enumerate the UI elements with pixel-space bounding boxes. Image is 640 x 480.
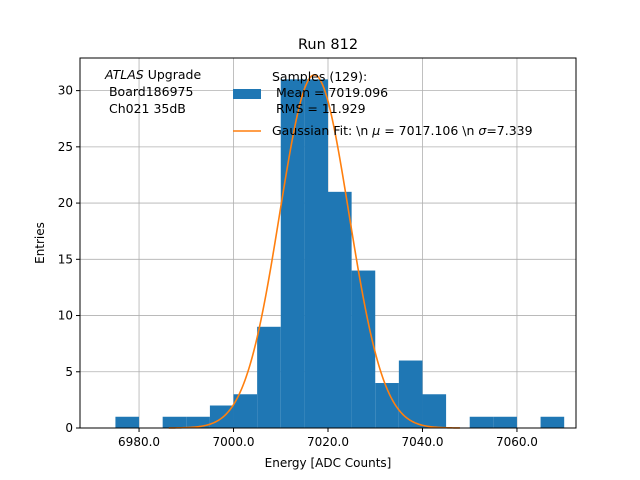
y-axis-ticks: 0 5 10 15 20 25 30 xyxy=(58,84,80,435)
histogram-bar xyxy=(351,270,376,428)
legend-fit-prefix: Gaussian Fit: \n xyxy=(272,123,372,138)
x-tick-label: 7060.0 xyxy=(496,435,538,449)
histogram-bar xyxy=(422,394,447,428)
histogram-bar xyxy=(115,416,140,428)
y-tick-label: 5 xyxy=(65,365,73,379)
legend-fit-sigma: σ xyxy=(478,123,487,138)
y-tick-label: 10 xyxy=(58,309,73,323)
histogram-bar xyxy=(257,326,281,428)
histogram-bar xyxy=(328,191,352,428)
legend-hist-line-1: Samples (129): xyxy=(272,69,367,84)
atlas-annotation: ATLAS Upgrade Board186975 Ch021 35dB xyxy=(104,67,201,116)
legend-fit-mu: μ xyxy=(371,123,380,138)
legend-fit-suffix: =7.339 xyxy=(486,123,532,138)
legend-fit-mid: = 7017.106 \n xyxy=(380,123,478,138)
chart-title: Run 812 xyxy=(298,37,358,53)
board-label: Board186975 xyxy=(105,84,193,99)
channel-label: Ch021 35dB xyxy=(105,101,186,116)
x-tick-label: 7040.0 xyxy=(401,435,443,449)
histogram-bar xyxy=(540,416,565,428)
histogram-bar xyxy=(304,79,328,428)
histogram-bar xyxy=(398,360,423,428)
x-axis-label: Energy [ADC Counts] xyxy=(265,456,392,470)
histogram-bar xyxy=(493,416,517,428)
legend: Samples (129): Mean = 7019.096 RMS = 11.… xyxy=(233,69,533,138)
histogram-bar xyxy=(375,383,399,428)
legend-hist-swatch xyxy=(233,89,261,99)
atlas-label: ATLAS xyxy=(104,67,144,82)
histogram-bar xyxy=(186,416,210,428)
legend-fit-label: Gaussian Fit: \n μ = 7017.106 \n σ=7.339 xyxy=(272,123,533,138)
y-tick-label: 30 xyxy=(58,84,73,98)
y-tick-label: 0 xyxy=(65,421,73,435)
x-tick-label: 6980.0 xyxy=(118,435,160,449)
y-tick-label: 25 xyxy=(58,140,73,154)
y-tick-label: 15 xyxy=(58,252,73,266)
histogram-bar xyxy=(469,416,494,428)
x-axis-ticks: 6980.0 7000.0 7020.0 7040.0 7060.0 xyxy=(118,428,538,449)
upgrade-label: Upgrade xyxy=(144,67,202,82)
y-tick-label: 20 xyxy=(58,196,73,210)
histogram-bar xyxy=(233,394,258,428)
legend-hist-line-2: Mean = 7019.096 xyxy=(272,85,388,100)
gaussian-fit-line xyxy=(168,74,460,429)
gaussian-fit xyxy=(168,74,460,429)
histogram-bar xyxy=(162,416,187,428)
legend-hist-line-3: RMS = 11.929 xyxy=(272,101,366,116)
svg-text:ATLAS Upgrade: ATLAS Upgrade xyxy=(104,67,201,82)
x-tick-label: 7000.0 xyxy=(213,435,255,449)
y-axis-label: Entries xyxy=(33,222,47,264)
x-tick-label: 7020.0 xyxy=(307,435,349,449)
